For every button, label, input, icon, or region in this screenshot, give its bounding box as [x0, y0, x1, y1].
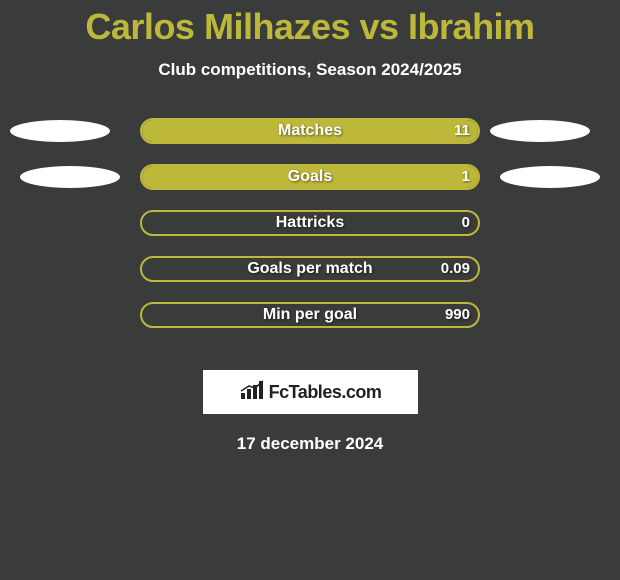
stat-row: 11Matches — [140, 118, 480, 144]
stat-row: 990Min per goal — [140, 302, 480, 328]
stat-row: 0.09Goals per match — [140, 256, 480, 282]
page-title: Carlos Milhazes vs Ibrahim — [0, 0, 620, 48]
decorative-ellipse — [490, 120, 590, 142]
stat-row: 1Goals — [140, 164, 480, 190]
stat-label: Goals per match — [142, 258, 478, 280]
logo-chart-icon — [239, 379, 267, 406]
stat-right-value: 0 — [462, 212, 470, 234]
logo-box: FcTables.com — [203, 370, 418, 414]
subtitle: Club competitions, Season 2024/2025 — [0, 60, 620, 80]
comparison-chart: 11Matches 1Goals 0Hattricks 0.09Goals per m… — [0, 118, 620, 338]
stat-fill-right — [142, 166, 478, 188]
stat-right-value: 0.09 — [441, 258, 470, 280]
stat-right-value: 11 — [454, 120, 470, 142]
logo-text: FcTables.com — [269, 382, 382, 403]
stat-fill-right — [142, 120, 478, 142]
stat-label: Hattricks — [142, 212, 478, 234]
stat-label: Min per goal — [142, 304, 478, 326]
stat-right-value: 990 — [445, 304, 470, 326]
decorative-ellipse — [20, 166, 120, 188]
decorative-ellipse — [500, 166, 600, 188]
date-text: 17 december 2024 — [0, 434, 620, 454]
stat-right-value: 1 — [462, 166, 470, 188]
decorative-ellipse — [10, 120, 110, 142]
stat-rows: 11Matches 1Goals 0Hattricks 0.09Goals per m… — [140, 118, 480, 348]
stat-row: 0Hattricks — [140, 210, 480, 236]
